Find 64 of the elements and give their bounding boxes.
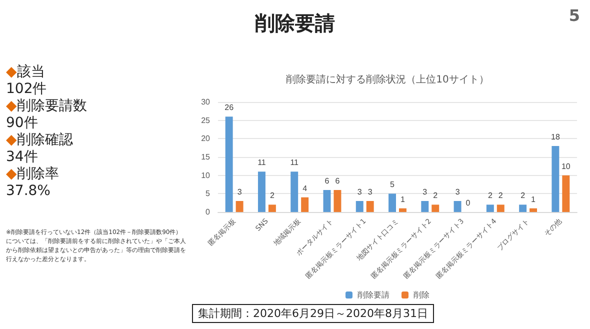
data-label: 6: [335, 176, 340, 186]
data-label: 10: [561, 162, 571, 171]
text: ◆削除確認: [6, 132, 74, 149]
bar: [432, 204, 440, 212]
data-label: 2: [520, 191, 526, 200]
data-label: 3: [368, 188, 373, 196]
text: ◆削除率: [6, 166, 60, 183]
bar: [398, 208, 406, 212]
bar: [496, 204, 504, 212]
bar: [366, 201, 374, 212]
y-tick-label: 0: [206, 208, 211, 216]
data-label: 18: [550, 132, 560, 142]
bar: [301, 197, 309, 212]
text: 90件: [6, 115, 39, 132]
chart-subtitle: 削除要請に対する削除状況（上位10サイト）: [286, 74, 489, 86]
text: 5: [568, 6, 580, 25]
bar: [552, 146, 560, 212]
bar: [290, 172, 298, 212]
y-tick-label: 20: [201, 134, 211, 144]
data-label: 1: [400, 194, 406, 204]
bar: [356, 201, 364, 212]
y-tick-label: 10: [201, 170, 211, 180]
chart-title: 削除要請: [255, 11, 335, 35]
bar: [388, 194, 396, 212]
bar: [258, 172, 266, 212]
data-label: 3: [422, 188, 428, 196]
bar: [530, 208, 538, 212]
y-tick-label: 25: [201, 116, 211, 125]
text: 集計期間：2020年6月29日～2020年8月31日: [192, 304, 434, 323]
text: ◆削除要請数: [6, 98, 88, 115]
data-label: 2: [488, 191, 493, 200]
text: 34件: [6, 149, 39, 166]
bar: [454, 201, 462, 212]
data-label: 3: [357, 188, 362, 196]
y-tick-label: 5: [206, 189, 211, 198]
legend-label: 削除: [414, 290, 430, 300]
data-label: 4: [302, 184, 308, 193]
y-tick-label: 15: [201, 152, 211, 162]
bar: [421, 201, 429, 212]
data-label: 3: [237, 188, 242, 196]
bar: [519, 204, 527, 212]
data-label: 6: [324, 176, 330, 186]
legend-label: 削除要請: [358, 290, 390, 300]
bar: [334, 190, 342, 212]
text: 37.8%: [6, 183, 52, 200]
data-label: 2: [270, 191, 275, 200]
data-label: 2: [498, 191, 504, 200]
text: ◆該当: [6, 64, 46, 81]
bar: [562, 175, 570, 212]
text: 102件: [6, 81, 48, 98]
data-label: 26: [224, 103, 234, 112]
data-label: 3: [455, 188, 460, 196]
data-label: 11: [258, 158, 266, 168]
bar: [268, 204, 276, 212]
bar: [486, 204, 494, 212]
bar: [236, 201, 244, 212]
data-label: 0: [466, 198, 471, 208]
data-label: 1: [531, 194, 536, 204]
data-label: 2: [433, 191, 438, 200]
y-tick-label: 30: [201, 98, 211, 106]
bar: [323, 190, 331, 212]
data-label: 5: [390, 180, 396, 190]
bar: [225, 116, 233, 212]
data-label: 11: [290, 158, 300, 168]
